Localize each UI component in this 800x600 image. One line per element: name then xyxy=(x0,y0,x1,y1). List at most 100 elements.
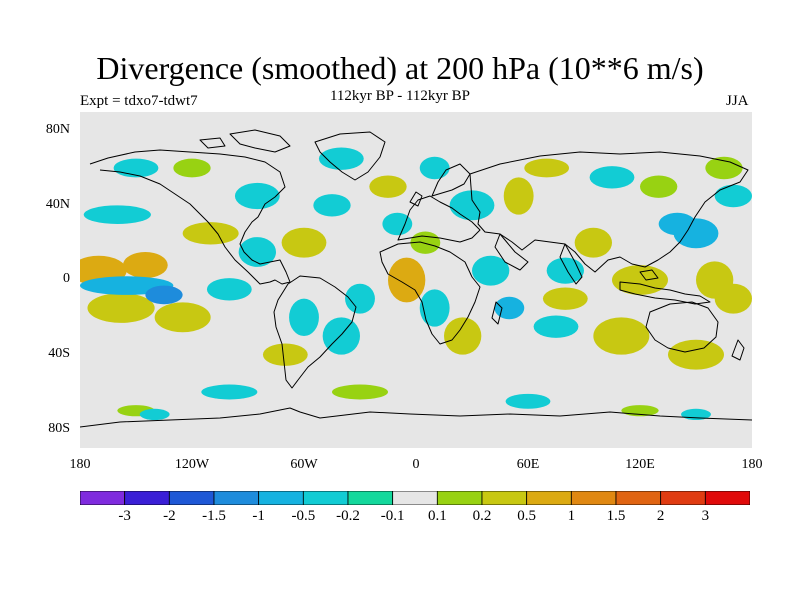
colorbar-label: 0.5 xyxy=(517,508,537,524)
coastline-arabia-india xyxy=(494,233,583,285)
y-tick-label: 80N xyxy=(45,122,70,137)
divergence-region-11 xyxy=(234,182,280,210)
divergence-region-18 xyxy=(262,343,308,366)
colorbar-label: -1.5 xyxy=(202,508,226,524)
divergence-region-42 xyxy=(714,283,752,314)
colorbar-label: 1.5 xyxy=(606,508,626,524)
coastline-arctic-islands xyxy=(199,129,291,153)
divergence-region-26 xyxy=(449,190,495,221)
divergence-region-27 xyxy=(503,177,534,215)
colorbar-swatch-12 xyxy=(615,491,662,505)
divergence-region-33 xyxy=(524,158,570,178)
divergence-region-14 xyxy=(313,194,351,217)
colorbar-label: -1 xyxy=(252,508,265,524)
divergence-region-9 xyxy=(113,158,159,178)
colorbar-label: -2 xyxy=(163,508,176,524)
divergence-region-12 xyxy=(238,237,276,267)
colorbar-label: 0.2 xyxy=(472,508,492,524)
divergence-region-5 xyxy=(145,285,183,305)
colorbar-swatch-3 xyxy=(213,491,260,505)
colorbar-label: -3 xyxy=(118,508,131,524)
divergence-region-30 xyxy=(494,296,525,320)
colorbar-label: -0.1 xyxy=(380,508,405,524)
season-label: JJA xyxy=(726,93,749,109)
coastline-scandinavia xyxy=(409,163,471,207)
coastline-africa-europe xyxy=(379,195,481,345)
coastline-asia xyxy=(469,151,749,273)
divergence-region-32 xyxy=(546,257,584,284)
period-label: 112kyr BP - 112kyr BP xyxy=(329,88,470,104)
divergence-map xyxy=(80,112,752,448)
divergence-region-40 xyxy=(673,218,719,249)
divergence-region-20 xyxy=(345,283,375,314)
divergence-region-22 xyxy=(388,257,426,303)
x-tick-label: 60E xyxy=(516,457,540,472)
coastline-maritime xyxy=(619,269,711,305)
colorbar-swatch-0 xyxy=(80,491,126,505)
divergence-region-52 xyxy=(139,408,170,420)
colorbar-swatch-8 xyxy=(436,491,483,505)
y-tick-label: 0 xyxy=(63,271,70,286)
divergence-region-7 xyxy=(83,205,151,224)
divergence-region-35 xyxy=(542,287,588,310)
divergence-region-13 xyxy=(281,227,327,258)
map-title: Divergence (smoothed) at 200 hPa (10**6 … xyxy=(96,50,704,86)
x-tick-label: 180 xyxy=(69,457,91,472)
x-tick-label: 120E xyxy=(625,457,655,472)
colorbar-swatch-10 xyxy=(526,491,572,505)
x-tick-label: 0 xyxy=(412,457,420,472)
divergence-region-21 xyxy=(382,212,413,236)
divergence-region-46 xyxy=(705,156,743,180)
y-tick-label: 80S xyxy=(48,421,70,436)
divergence-region-17 xyxy=(289,298,319,336)
colorbar-swatch-7 xyxy=(392,491,438,505)
colorbar-swatch-4 xyxy=(258,491,304,505)
divergence-region-8 xyxy=(182,222,239,245)
divergence-region-15 xyxy=(318,147,364,170)
colorbar-swatch-9 xyxy=(481,491,528,505)
divergence-region-36 xyxy=(589,166,635,189)
coastline-australia xyxy=(645,301,719,353)
divergence-region-43 xyxy=(593,317,650,355)
colorbar-swatch-6 xyxy=(347,491,394,505)
colorbar-label: 3 xyxy=(701,508,710,524)
divergence-region-45 xyxy=(714,184,752,208)
divergence-region-10 xyxy=(173,158,211,178)
colorbar-swatch-14 xyxy=(704,491,750,505)
divergence-region-37 xyxy=(640,175,678,198)
divergence-region-1 xyxy=(122,252,168,279)
colorbar-swatch-2 xyxy=(168,491,215,505)
x-tick-label: 120W xyxy=(174,457,210,472)
coastline-new-zealand xyxy=(731,339,745,361)
divergence-region-34 xyxy=(574,227,612,258)
coastline-antarctica xyxy=(80,407,752,428)
experiment-label: Expt = tdxo7-tdwt7 xyxy=(80,93,198,109)
divergence-region-16 xyxy=(369,175,407,198)
coastline-greenland xyxy=(314,131,386,181)
divergence-region-47 xyxy=(201,384,258,400)
divergence-region-23 xyxy=(419,289,450,327)
divergence-region-19 xyxy=(322,317,360,355)
colorbar-swatch-11 xyxy=(570,491,617,505)
coastline-north-america xyxy=(89,149,291,285)
divergence-region-29 xyxy=(444,317,482,355)
y-tick-label: 40N xyxy=(45,197,70,212)
divergence-region-28 xyxy=(472,255,510,286)
divergence-region-48 xyxy=(332,384,388,400)
colorbar-label: -0.5 xyxy=(291,508,316,524)
divergence-region-6 xyxy=(206,278,252,301)
colorbar-swatch-13 xyxy=(660,491,706,505)
x-tick-label: 180 xyxy=(741,457,763,472)
divergence-region-3 xyxy=(154,302,211,333)
divergence-region-49 xyxy=(505,393,551,409)
colorbar-label: 0.1 xyxy=(427,508,447,524)
colorbar-label: -0.2 xyxy=(336,508,360,524)
divergence-region-25 xyxy=(419,156,450,180)
coastline-south-america xyxy=(273,275,357,389)
divergence-region-2 xyxy=(87,293,155,323)
coastline-madagascar xyxy=(491,301,503,325)
colorbar-swatch-5 xyxy=(302,491,349,505)
colorbar-label: 2 xyxy=(656,508,665,524)
y-tick-label: 40S xyxy=(48,346,70,361)
divergence-region-44 xyxy=(668,339,724,370)
